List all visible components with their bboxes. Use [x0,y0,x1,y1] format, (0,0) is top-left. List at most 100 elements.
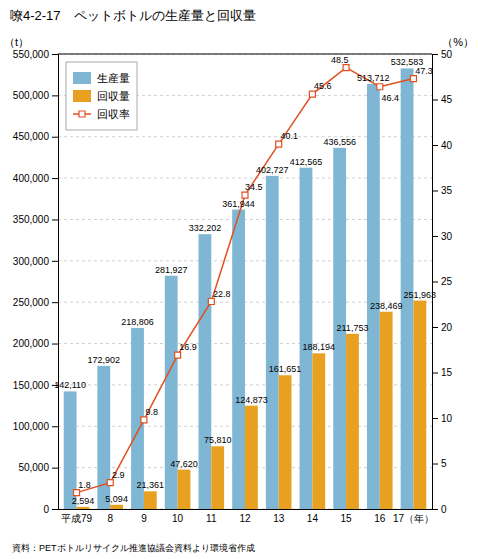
data-label: 161,651 [269,364,302,374]
legend: 生産量回収量回収率 [66,62,137,130]
data-label: 45.6 [314,81,332,91]
y2-tick-mark [432,236,438,237]
data-label: 218,806 [121,317,154,327]
grid-line [58,54,432,55]
data-label: 47,620 [170,459,198,469]
y2-tick-mark [432,373,438,374]
y-tick-label: 50,000 [18,462,49,473]
x-tick-label: 16 [374,513,386,524]
line [77,68,414,493]
data-label: 5,094 [105,494,128,504]
y-tick: 200,000 [13,338,58,349]
y-tick-mark [52,261,58,262]
y2-axis: 05101520253035404550 [432,49,453,515]
bar [245,406,258,509]
bar [413,301,426,509]
y2-tick-label: 25 [441,276,453,287]
data-label: 412,565 [290,157,323,167]
chart-container: 平成79891011121314151617（年）050,000100,0001… [0,0,478,559]
y-tick-mark [52,468,58,469]
y2-tick-label: 40 [441,140,453,151]
bar [380,312,393,509]
y-tick-label: 550,000 [13,49,50,60]
y-axis-line [52,55,59,510]
data-label: 211,753 [337,323,369,333]
bar-series [64,68,414,509]
y2-tick-label: 45 [441,94,453,105]
marker [309,91,315,97]
data-label: 124,873 [235,395,268,405]
y2-tick: 10 [432,413,453,424]
y-tick-label: 450,000 [13,131,50,142]
x-tick: 17（年） [393,513,434,524]
bar [279,375,292,509]
bar [300,168,313,509]
marker [141,417,147,423]
y-axis: 050,000100,000150,000200,000250,000300,0… [13,49,59,515]
data-label: 22.8 [213,289,231,299]
y-tick-label: 150,000 [13,380,50,391]
y-tick-label: 200,000 [13,338,50,349]
data-label: 9.8 [146,407,159,417]
y2-tick-mark [432,145,438,146]
chart-svg: 平成79891011121314151617（年）050,000100,0001… [0,0,478,559]
bar [97,366,110,509]
bar [312,353,325,509]
data-label: 40.1 [280,131,298,141]
data-label: 21,361 [137,480,165,490]
y-tick: 150,000 [13,380,58,391]
x-tick-label: 12 [239,513,251,524]
marks [64,65,427,509]
y-tick-label: 100,000 [13,421,50,432]
marker [242,192,248,198]
legend-label: 生産量 [97,72,130,84]
x-tick-label: 9 [141,513,147,524]
y2-tick-mark [432,509,438,510]
bar [144,491,157,509]
bar [199,234,212,509]
y2-tick-mark [432,327,438,328]
bar [346,334,359,509]
legend-label: 回収量 [97,90,130,102]
data-label: 75,810 [204,435,232,445]
y2-tick: 45 [432,94,453,105]
legend-box [66,62,137,130]
legend-marker [79,111,85,117]
data-label: 172,902 [88,355,121,365]
footnote: 資料：PETボトルリサイクル推進協議会資料より環境省作成 [12,543,255,553]
y2-axis-title: （%） [442,36,474,48]
y2-tick-mark [432,100,438,101]
y2-tick-mark [432,282,438,283]
y2-tick: 30 [432,231,453,242]
x-tick: 16 [374,513,386,524]
y2-tick-label: 35 [441,185,453,196]
data-label: 281,927 [155,265,188,275]
y-tick-mark [52,219,58,220]
bar [211,446,224,509]
legend-label: 回収率 [97,108,130,120]
y-tick: 0 [43,504,58,515]
y-tick: 350,000 [13,214,58,225]
data-label: 251,963 [404,290,437,300]
y2-tick: 0 [432,504,447,515]
x-tick-label: 11 [206,513,217,524]
data-label: 238,469 [370,301,403,311]
data-labels: 142,110172,902218,806281,927332,202361,9… [54,55,436,506]
marker [377,84,383,90]
plot-area: 平成79891011121314151617（年）050,000100,0001… [4,36,474,524]
bar [165,276,178,509]
bar [367,84,380,509]
y-tick: 50,000 [18,462,58,473]
bar [178,470,191,509]
data-label: 2.9 [112,470,125,480]
legend-swatch [73,90,91,102]
y-tick-mark [52,302,58,303]
legend-item: 回収率 [73,108,130,120]
y2-tick-mark [432,191,438,192]
data-label: 16.9 [179,342,197,352]
y-tick-mark [52,95,58,96]
x-tick: 平成79 [61,513,93,524]
grid [58,54,432,509]
x-tick-label: 平成79 [61,513,93,524]
data-label: 46.4 [381,93,399,103]
